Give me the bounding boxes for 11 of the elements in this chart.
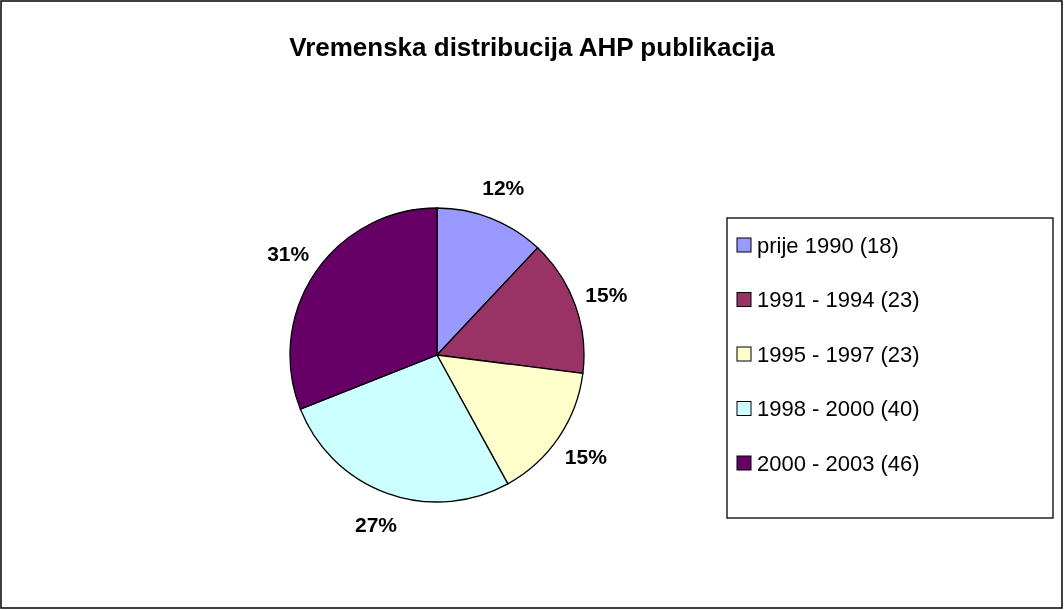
data-label: 15% <box>585 282 628 306</box>
legend-label: 1995 - 1997 (23) <box>757 341 920 367</box>
legend-label: 1991 - 1994 (23) <box>757 287 920 312</box>
data-label: 15% <box>564 444 608 468</box>
chart-title: Vremenska distribucija AHP publikacija <box>289 32 776 62</box>
data-label: 31% <box>267 242 310 266</box>
data-label: 12% <box>482 176 525 200</box>
legend-label: 1998 - 2000 (40) <box>757 396 920 421</box>
data-label: 27% <box>355 512 398 536</box>
legend-label: 2000 - 2003 (46) <box>757 450 920 476</box>
legend-label: prije 1990 (18) <box>757 232 899 258</box>
